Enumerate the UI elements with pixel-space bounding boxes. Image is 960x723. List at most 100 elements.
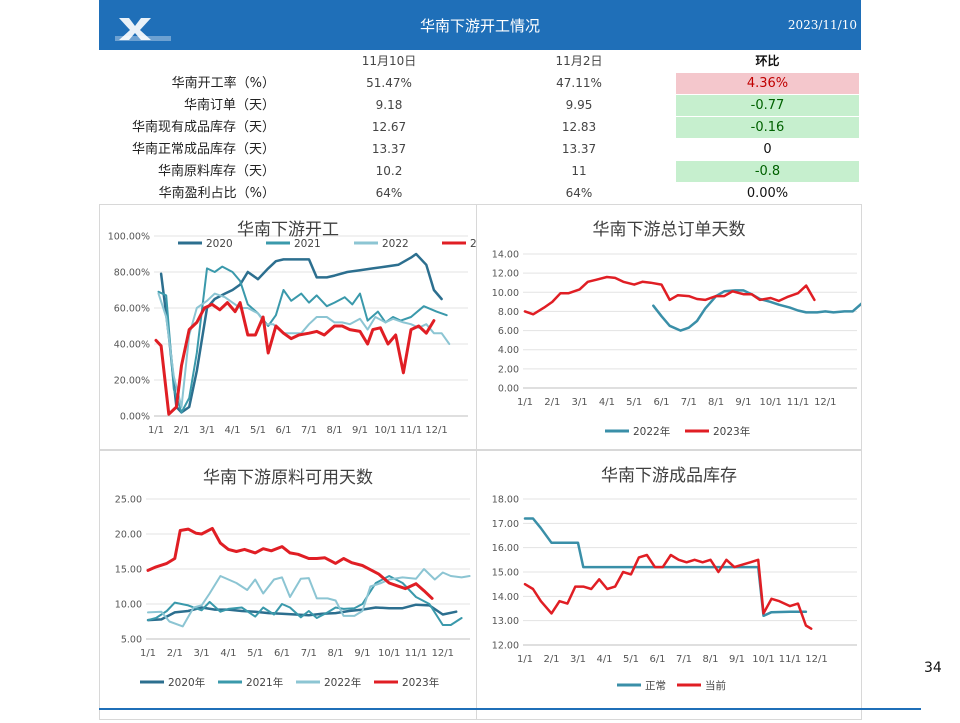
y-tick-label: 100.00%	[108, 232, 150, 243]
column-header: 11月2日	[555, 54, 603, 68]
series-line-2	[147, 575, 463, 626]
y-tick-label: 8.00	[498, 307, 519, 318]
value-change: 4.36%	[676, 73, 859, 94]
y-tick-label: 10.00	[492, 288, 519, 299]
x-tick-label: 9/1	[735, 397, 751, 408]
value-current: 9.18	[375, 98, 403, 112]
x-tick-label: 1/1	[140, 648, 156, 659]
value-current: 10.2	[375, 164, 403, 178]
legend-label: 2023年	[713, 425, 750, 438]
series-line-3	[147, 568, 471, 628]
series-line-1	[159, 252, 443, 414]
series-line-1	[523, 517, 808, 618]
series-line-4	[146, 526, 434, 600]
chart-title: 华南下游成品库存	[601, 466, 737, 486]
x-tick-label: 12/1	[432, 648, 454, 659]
series-line-1	[146, 603, 458, 622]
value-previous: 47.11%	[556, 76, 602, 90]
x-tick-label: 11/1	[779, 654, 801, 665]
y-tick-label: 12.00	[492, 269, 519, 280]
page-number: 34	[924, 660, 942, 676]
slide-header: 华南下游开工情况 2023/11/10	[99, 0, 861, 50]
column-header: 11月10日	[361, 54, 417, 68]
y-tick-label: 5.00	[121, 635, 142, 646]
chart-raw-material-days: 5.00 10.00 15.00 20.00 25.00 1/1 2/1 3/1 4/1 5/1 6…	[115, 495, 471, 689]
value-change: -0.8	[676, 161, 859, 182]
series-line-2	[523, 553, 813, 630]
x-tick-label: 9/1	[354, 648, 370, 659]
x-tick-label: 11/1	[787, 397, 809, 408]
y-tick-label: 12.00	[492, 641, 519, 652]
row-label: 华南订单（天）	[183, 98, 275, 113]
x-tick-label: 2/1	[167, 648, 183, 659]
row-label: 华南原料库存（天）	[157, 164, 275, 179]
summary-table: 11月10日 11月2日 环比 华南开工率（%） 51.47% 47.11% 4.36% 华南…	[99, 51, 861, 204]
x-tick-label: 2/1	[543, 654, 559, 665]
chart-title: 华南下游开工	[237, 220, 339, 240]
x-tick-label: 6/1	[275, 425, 291, 436]
x-tick-label: 6/1	[649, 654, 665, 665]
y-tick-label: 20.00%	[114, 376, 150, 387]
y-tick-label: 6.00	[498, 326, 519, 337]
chart-title: 华南下游原料可用天数	[203, 468, 373, 488]
chart-order-days: 0.00 2.00 4.00 6.00 8.00 10.00 12.00 14.00 1/1 2/…	[492, 250, 871, 438]
chart-finished-inventory: 12.00 13.00 14.00 15.00 16.00 17.00 18.00 1/1 2/…	[492, 495, 857, 692]
x-tick-label: 12/1	[425, 425, 447, 436]
value-current: 13.37	[371, 142, 407, 156]
x-tick-label: 1/1	[148, 425, 164, 436]
chart-panel-raw-material: 华南下游原料可用天数 5.00 10.00 15.00 20.00 25.00 1/1 2/…	[99, 450, 477, 720]
chart-operating-rate: 0.00% 20.00% 40.00% 60.00% 80.00% 100.00% 1/1 2…	[108, 232, 508, 437]
y-tick-label: 17.00	[492, 519, 519, 530]
series-line-3	[157, 292, 451, 408]
x-tick-label: 6/1	[653, 397, 669, 408]
company-logo-icon	[115, 18, 171, 41]
legend-label: 2023年	[402, 676, 439, 689]
x-tick-label: 4/1	[224, 425, 240, 436]
x-tick-label: 8/1	[702, 654, 718, 665]
footer-divider	[99, 708, 921, 710]
row-label: 华南开工率（%）	[171, 76, 275, 91]
x-tick-label: 7/1	[676, 654, 692, 665]
y-tick-label: 2.00	[498, 364, 519, 375]
x-tick-label: 9/1	[729, 654, 745, 665]
y-tick-label: 18.00	[492, 495, 519, 506]
value-current: 51.47%	[366, 76, 412, 90]
x-tick-label: 4/1	[599, 397, 615, 408]
y-tick-label: 15.00	[115, 565, 142, 576]
y-tick-label: 14.00	[492, 250, 519, 261]
chart-panel-operating-rate: 华南下游开工 0.00% 20.00% 40.00% 60.00% 80.00% 100.…	[99, 204, 508, 450]
chart-panel-order-days: 华南下游总订单天数 0.00 2.00 4.00 6.00 8.00 10.00 12.00…	[476, 204, 871, 450]
value-current: 12.67	[371, 120, 407, 134]
x-tick-label: 10/1	[378, 648, 400, 659]
value-change: -0.77	[676, 95, 859, 116]
value-change: 0.00%	[746, 186, 789, 201]
table-row: 华南现有成品库存（天） 12.67 12.83 -0.16	[99, 117, 861, 138]
x-tick-label: 1/1	[517, 397, 533, 408]
x-tick-label: 11/1	[400, 425, 422, 436]
table-row: 华南订单（天） 9.18 9.95 -0.77	[99, 95, 861, 116]
x-tick-label: 3/1	[572, 397, 588, 408]
y-tick-label: 4.00	[498, 345, 519, 356]
value-previous: 12.83	[561, 120, 597, 134]
x-tick-label: 6/1	[274, 648, 290, 659]
value-previous: 11	[571, 164, 587, 178]
x-tick-label: 7/1	[301, 425, 317, 436]
x-tick-label: 10/1	[374, 425, 396, 436]
x-tick-label: 7/1	[301, 648, 317, 659]
table-header-row: 11月10日 11月2日 环比	[99, 51, 861, 72]
x-tick-label: 9/1	[352, 425, 368, 436]
row-label: 华南现有成品库存（天）	[131, 120, 275, 135]
chart-panel-finished-inventory: 华南下游成品库存 12.00 13.00 14.00 15.00 16.00 17.00 1…	[476, 450, 862, 720]
x-tick-label: 8/1	[326, 425, 342, 436]
x-tick-label: 3/1	[199, 425, 215, 436]
x-tick-label: 2/1	[173, 425, 189, 436]
legend-label: 当前	[705, 679, 726, 692]
y-tick-label: 0.00	[498, 384, 519, 395]
x-tick-label: 5/1	[623, 654, 639, 665]
x-tick-label: 10/1	[752, 654, 774, 665]
table-row: 华南正常成品库存（天） 13.37 13.37 0	[99, 139, 861, 160]
y-tick-label: 16.00	[492, 543, 519, 554]
table-row: 华南原料库存（天） 10.2 11 -0.8	[99, 161, 861, 182]
row-label: 华南盈利占比（%）	[158, 186, 275, 201]
table-row: 华南开工率（%） 51.47% 47.11% 4.36%	[99, 73, 861, 94]
